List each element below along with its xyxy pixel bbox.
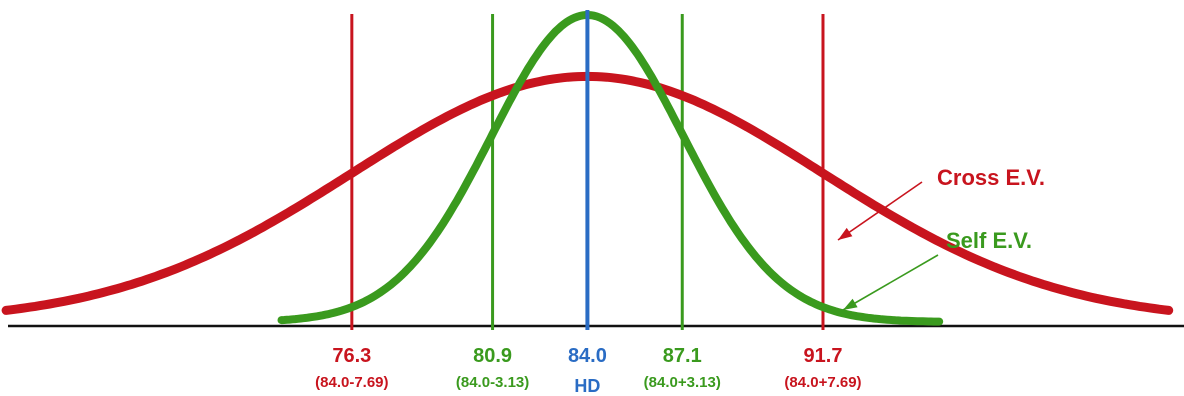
marker-formula-label: (84.0-7.69) (315, 374, 388, 391)
marker-value-label: 87.1 (663, 345, 702, 367)
center-value-label: 84.0 (568, 345, 607, 367)
marker-formula-label: (84.0+7.69) (784, 374, 861, 391)
legend-pointer-line (842, 254, 939, 311)
legend-arrowhead (843, 298, 858, 310)
hd-label: HD (574, 376, 600, 396)
self-ev-curve (277, 11, 944, 326)
marker-formula-label: (84.0-3.13) (456, 374, 529, 391)
legend-arrowhead (838, 227, 853, 240)
legend-pointer-line (837, 181, 923, 241)
marker-value-label: 91.7 (804, 345, 843, 367)
marker-value-label: 76.3 (332, 345, 371, 367)
legend-label: Cross E.V. (937, 165, 1045, 190)
legend-label: Self E.V. (946, 228, 1032, 253)
marker-formula-label: (84.0+3.13) (644, 374, 721, 391)
marker-value-label: 80.9 (473, 345, 512, 367)
